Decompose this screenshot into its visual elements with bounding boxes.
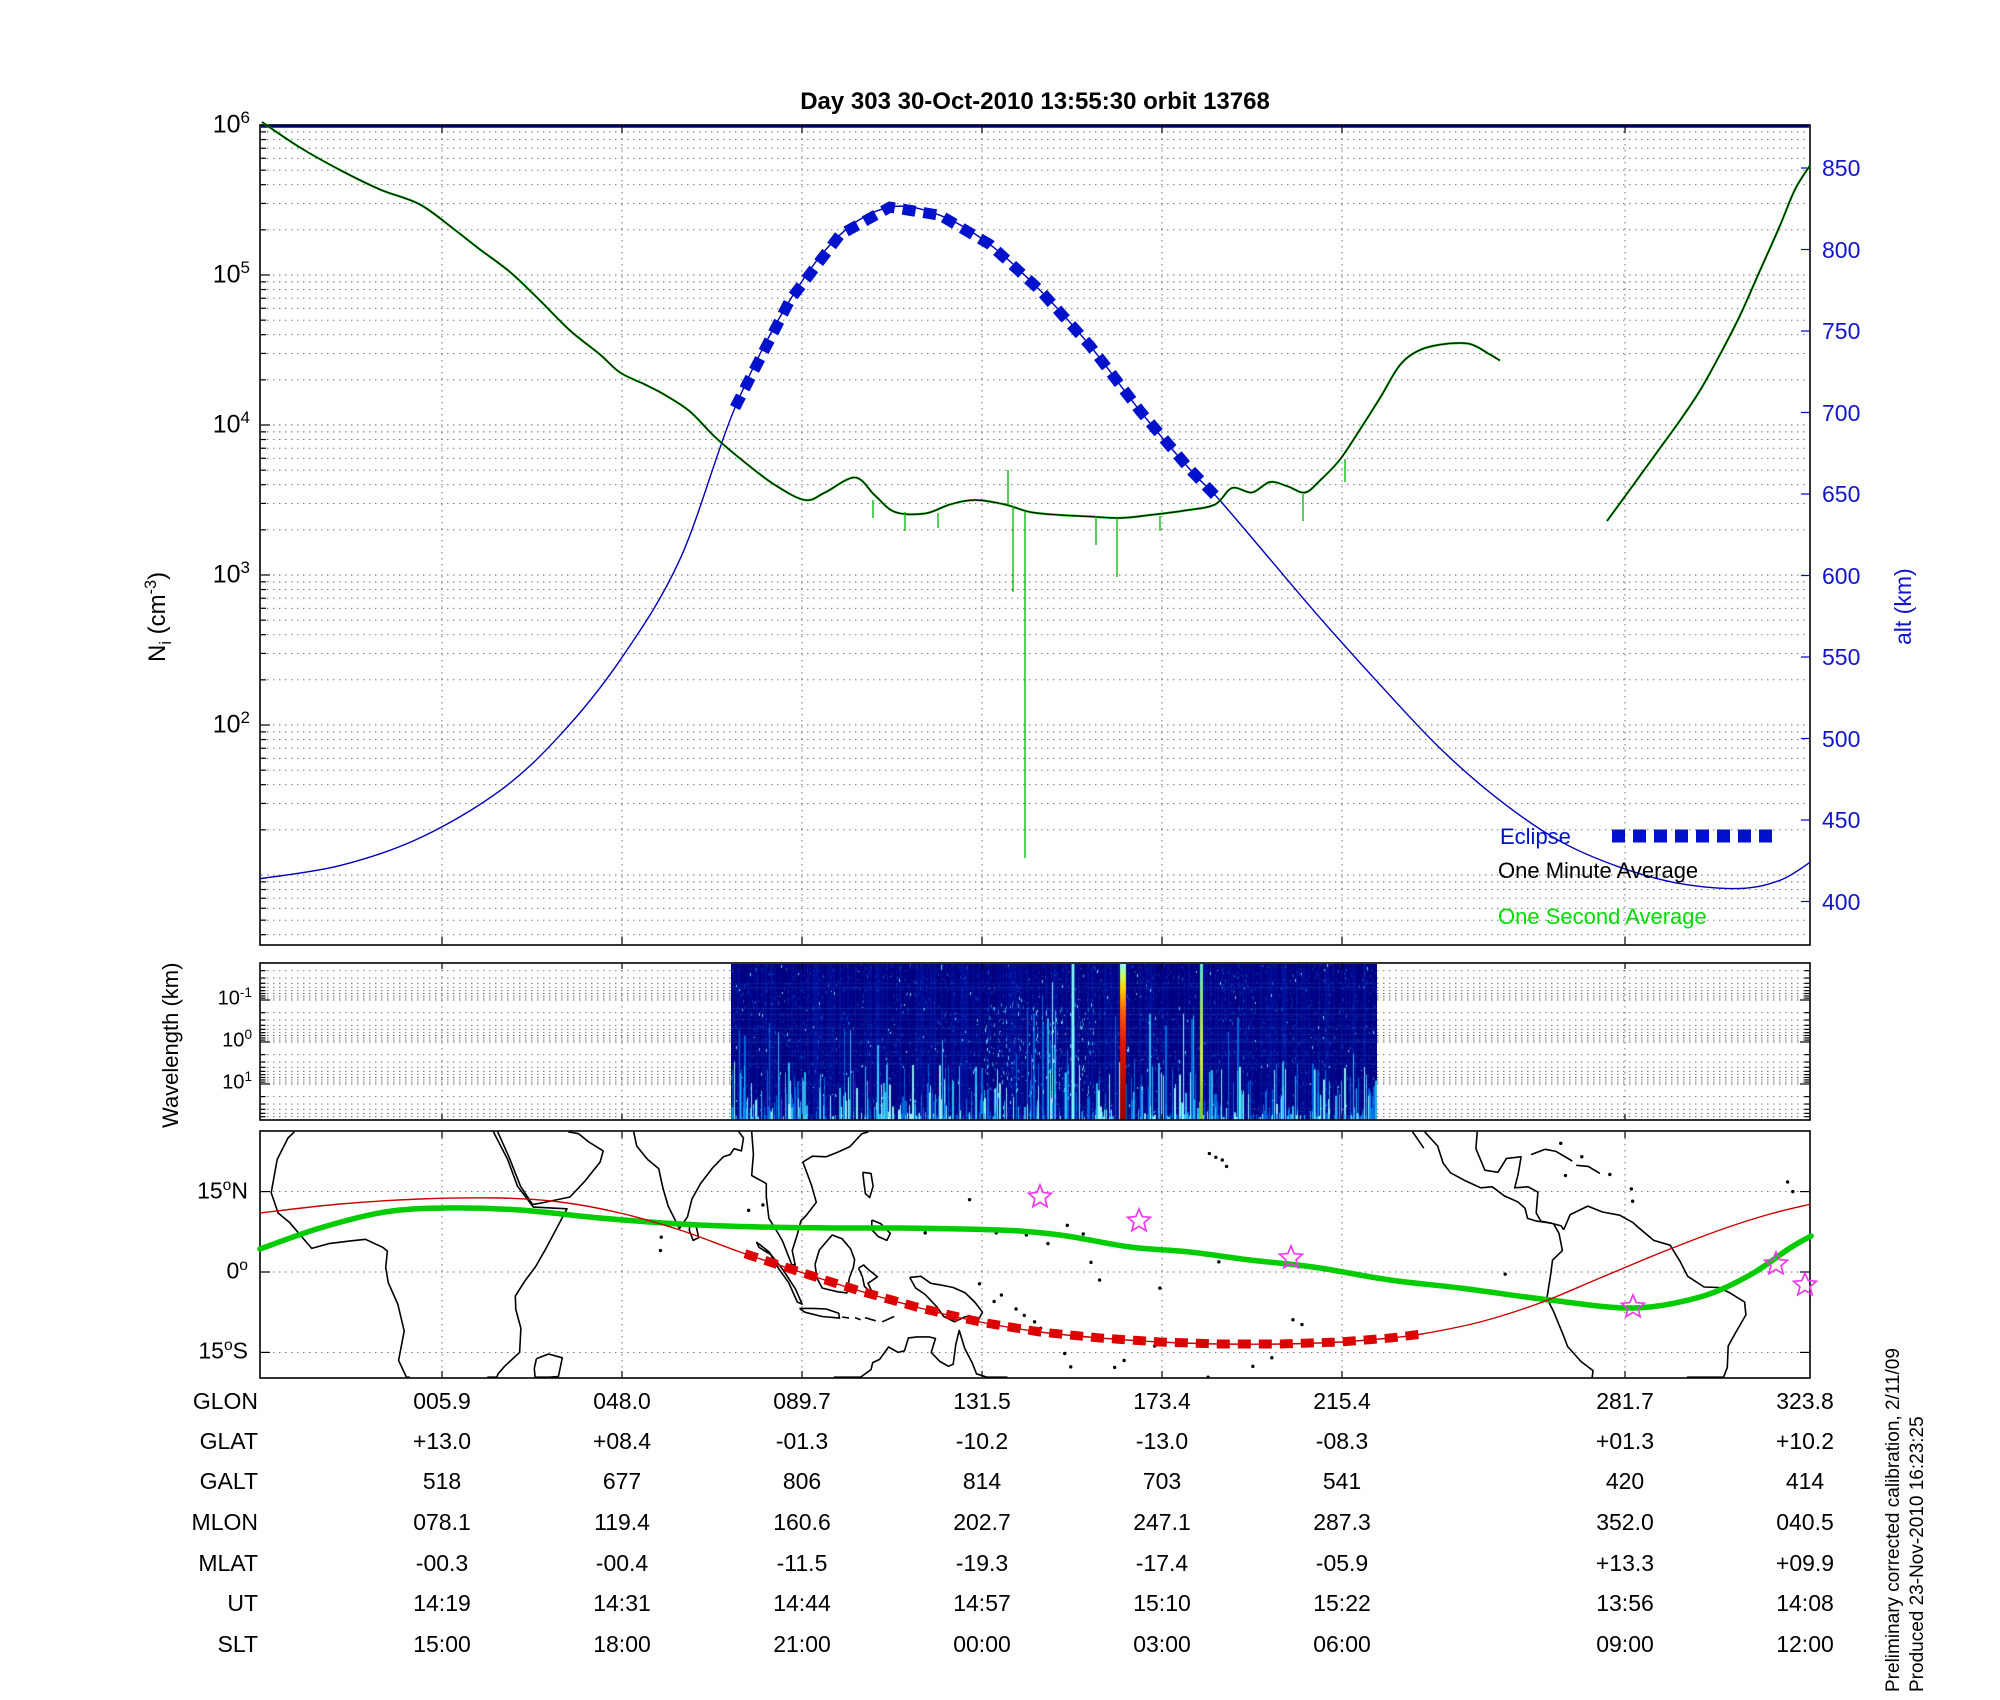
- ground-station-star: [1762, 1249, 1790, 1276]
- island-dot: [1206, 1375, 1210, 1379]
- coastline-timor: [881, 1315, 895, 1323]
- island-dot: [1097, 1278, 1102, 1282]
- ground-track-eclipse-dashes: [743, 1249, 1423, 1349]
- coastline-lesser-sunda-2: [854, 1316, 861, 1321]
- island-dot: [1158, 1286, 1162, 1290]
- coastline-gulf-mexico: [1475, 1131, 1565, 1231]
- island-dot: [1022, 1313, 1026, 1318]
- island-dot: [1629, 1187, 1634, 1191]
- island-dot: [1217, 1260, 1221, 1264]
- coastline-new-guinea: [909, 1275, 984, 1323]
- coastline-baja-california: [1411, 1131, 1425, 1149]
- island-dot: [1224, 1164, 1229, 1169]
- island-dot: [1791, 1189, 1795, 1194]
- island-dot: [1214, 1155, 1218, 1159]
- eclipse-dashed-curve: [730, 201, 1224, 505]
- island-dot: [1065, 1223, 1070, 1228]
- island-dot: [1089, 1260, 1093, 1265]
- coastline-south-america-west: [1546, 1223, 1594, 1378]
- coastline-arabia: [496, 1131, 604, 1206]
- ground-station-star: [1125, 1206, 1153, 1233]
- island-dot: [1608, 1172, 1612, 1177]
- island-dot: [1630, 1199, 1635, 1203]
- island-dot: [1563, 1173, 1568, 1178]
- coastline-africa-east: [487, 1131, 568, 1378]
- island-dot: [1559, 1141, 1563, 1146]
- island-dot: [1032, 1320, 1037, 1324]
- island-dot: [1270, 1356, 1274, 1360]
- coastline-lesser-sunda-1: [841, 1316, 850, 1319]
- coastline-java: [799, 1307, 841, 1319]
- island-dot: [1046, 1241, 1050, 1246]
- island-dot: [1300, 1322, 1304, 1327]
- coastline-sulawesi: [857, 1264, 879, 1295]
- island-dot: [1207, 1151, 1212, 1156]
- island-dot: [1580, 1155, 1584, 1159]
- spectrogram-frame: [259, 962, 1811, 1121]
- island-dot: [761, 1203, 765, 1207]
- island-dot: [1112, 1365, 1117, 1370]
- coastline-borneo: [814, 1234, 856, 1294]
- island-dot: [1220, 1158, 1225, 1162]
- ni-one-minute-curve-0: [261, 121, 1501, 519]
- coastline-mexico-pacific: [1424, 1131, 1552, 1224]
- island-dot: [658, 1248, 663, 1253]
- altitude-curve: [259, 205, 1811, 890]
- island-dot: [1069, 1365, 1073, 1369]
- island-dot: [1251, 1364, 1255, 1369]
- island-dot: [1081, 1232, 1085, 1236]
- ground-station-star: [1277, 1243, 1305, 1270]
- coastline-luzon: [862, 1171, 874, 1199]
- ni-one-second-curve-1: [1606, 164, 1811, 522]
- coastline-lesser-sunda-3: [864, 1316, 876, 1322]
- ni-one-minute-curve-1: [1606, 165, 1811, 522]
- island-dot: [977, 1282, 982, 1286]
- island-dot: [1785, 1180, 1790, 1184]
- map-frame: [259, 1130, 1811, 1379]
- top-panel-frame: [259, 124, 1811, 946]
- ground-station-star: [1619, 1292, 1647, 1319]
- ground-station-star: [1026, 1182, 1054, 1209]
- island-dot: [746, 1208, 751, 1213]
- island-dot: [992, 1299, 996, 1304]
- ground-station-star: [1791, 1270, 1819, 1297]
- coastline-se-asia: [750, 1131, 869, 1266]
- island-dot: [999, 1293, 1004, 1297]
- coastline-india: [632, 1131, 745, 1230]
- island-dot: [923, 1231, 927, 1235]
- wavelength-spectrogram-image: [731, 964, 1377, 1120]
- island-dot: [967, 1197, 972, 1202]
- island-dot: [1014, 1307, 1018, 1311]
- coastline-hispaniola: [1576, 1164, 1601, 1175]
- island-dot: [1503, 1272, 1507, 1276]
- island-dot: [1122, 1358, 1126, 1363]
- coastline-australia: [833, 1329, 1008, 1378]
- island-dot: [1291, 1318, 1295, 1322]
- magnetic-equator-line: [257, 1205, 1814, 1311]
- island-dot: [1063, 1351, 1067, 1356]
- coastline-africa-west: [270, 1131, 410, 1378]
- island-dot: [659, 1235, 663, 1239]
- coastline-cuba: [1530, 1148, 1573, 1162]
- coastline-madagascar: [533, 1353, 564, 1378]
- coastline-south-america-north: [1562, 1205, 1747, 1378]
